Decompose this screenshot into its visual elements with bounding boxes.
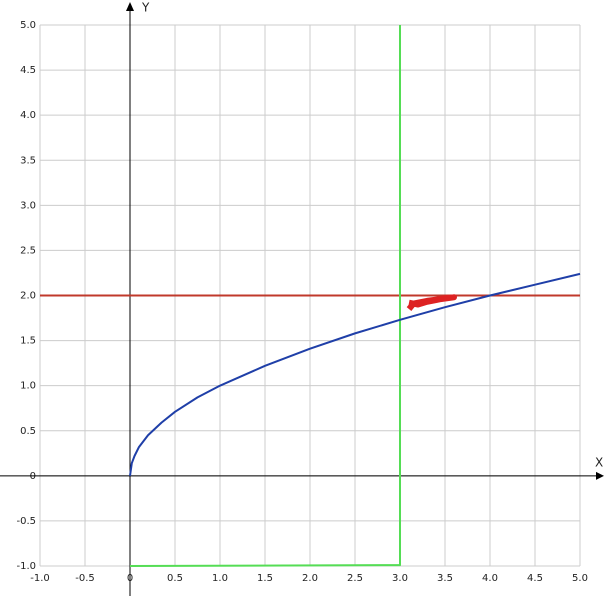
y-tick-label: 1.0: [20, 381, 36, 392]
y-axis-label: Y: [141, 1, 150, 15]
x-axis-label: X: [595, 456, 603, 470]
y-tick-label: 1.5: [20, 336, 36, 347]
y-tick-label: 2.0: [20, 291, 36, 302]
x-tick-label: -1.0: [30, 573, 50, 584]
x-tick-label: 0.5: [167, 573, 183, 584]
x-tick-label: 3.0: [392, 573, 408, 584]
y-tick-label: 5.0: [20, 20, 36, 31]
y-tick-label: 3.5: [20, 155, 36, 166]
x-tick-label: 5.0: [572, 573, 588, 584]
y-tick-label: -0.5: [16, 516, 36, 527]
y-tick-label: 4.0: [20, 110, 36, 121]
y-tick-label: 2.5: [20, 245, 36, 256]
series-line: [129, 25, 401, 567]
y-axis-arrow: [126, 2, 134, 11]
x-tick-label: 2.5: [347, 573, 363, 584]
y-tick-label: 4.5: [20, 65, 36, 76]
x-tick-label: 4.0: [482, 573, 498, 584]
x-tick-label: 2.0: [302, 573, 318, 584]
y-tick-label: 0.5: [20, 426, 36, 437]
x-tick-label: -0.5: [75, 573, 95, 584]
x-tick-label: 1.0: [212, 573, 228, 584]
x-axis-arrow: [596, 471, 604, 480]
y-tick-label: -1.0: [16, 561, 36, 572]
y-tick-label: 3.0: [20, 200, 36, 211]
x-tick-label: 4.5: [527, 573, 543, 584]
series-line: [406, 294, 457, 311]
series-line: [129, 272, 581, 476]
x-tick-label: 3.5: [437, 573, 453, 584]
x-tick-label: 1.5: [257, 573, 273, 584]
